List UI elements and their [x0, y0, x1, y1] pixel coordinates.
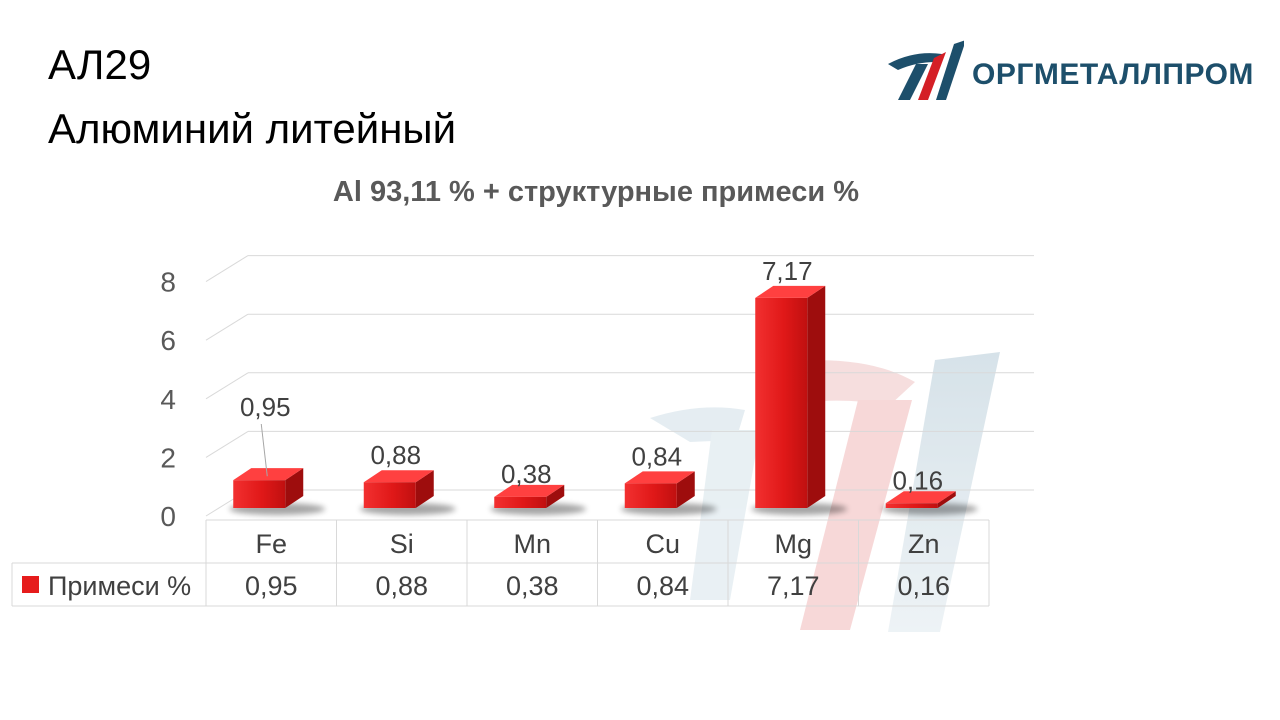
x-tick-label: Mg	[774, 529, 812, 559]
y-tick-label: 2	[160, 442, 176, 473]
table-cell-value: 0,95	[245, 571, 298, 601]
gridline-diagonal	[205, 372, 249, 400]
bar-cu	[624, 471, 695, 508]
table-cell-value: 7,17	[767, 571, 820, 601]
x-tick-label: Mn	[513, 529, 551, 559]
bar-front	[363, 482, 416, 508]
table-cell-value: 0,38	[506, 571, 559, 601]
bar-side	[676, 471, 695, 508]
data-label: 0,38	[501, 459, 552, 489]
data-label: 0,84	[631, 441, 682, 471]
bar-mg	[755, 285, 826, 508]
bar-fe	[233, 468, 304, 508]
bar-top	[494, 484, 565, 497]
x-tick-label: Cu	[645, 529, 680, 559]
data-labels: 0,95 0,88 0,38 0,84 7,17 0,16	[240, 256, 943, 495]
bar-front	[494, 496, 547, 508]
data-label: 0,95	[240, 392, 291, 422]
bar-side	[415, 470, 434, 508]
x-tick-label: Si	[390, 529, 414, 559]
y-tick-label: 4	[160, 384, 176, 415]
legend-series-name: Примеси %	[48, 571, 191, 601]
bar-front	[755, 297, 808, 508]
bar-top	[624, 471, 695, 484]
page-title: АЛ29	[48, 41, 152, 88]
bar-top	[885, 491, 956, 504]
bar-front	[233, 480, 286, 508]
bars	[233, 285, 956, 508]
leader-line	[260, 423, 268, 477]
company-logo: ОРГМЕТАЛЛПРОМ	[884, 40, 1253, 116]
bar-front	[624, 483, 677, 508]
data-label: 7,17	[762, 256, 813, 286]
bar-side	[937, 491, 956, 508]
bar-front	[885, 503, 938, 508]
table-cell-value: 0,16	[897, 571, 950, 601]
x-tick-label: Zn	[908, 529, 940, 559]
bar-mn	[494, 484, 565, 508]
bar-zn	[885, 491, 956, 508]
y-tick-label: 6	[160, 325, 176, 356]
bar-top	[233, 468, 304, 481]
table-cell-value: 0,88	[375, 571, 428, 601]
data-label: 0,88	[370, 440, 421, 470]
logo-text: ОРГМЕТАЛЛПРОМ	[972, 58, 1254, 91]
data-table: Fe 0,95 Si 0,88 Mn 0,38 Cu 0,84 Mg 7,17 Zn 0,16 Прим…	[11, 519, 990, 607]
gridline-diagonal	[205, 430, 249, 458]
y-tick-label: 8	[160, 267, 176, 298]
legend-swatch	[22, 576, 39, 593]
chart-title: Al 93,11 % + структурные примеси %	[332, 176, 860, 208]
gridline-diagonal	[205, 255, 249, 283]
bar-top	[755, 285, 826, 298]
y-tick-label: 0	[160, 501, 176, 532]
data-label: 0,16	[892, 465, 943, 495]
bar-side	[285, 468, 304, 508]
x-tick-label: Fe	[255, 529, 287, 559]
bar-si	[363, 470, 434, 508]
y-axis: 0 2 4 6 8	[160, 267, 176, 532]
bar-top	[363, 470, 434, 483]
bar-side	[807, 285, 826, 508]
bar-side	[546, 484, 565, 508]
gridline-diagonal	[205, 313, 249, 341]
page-subtitle: Алюминий литейный	[48, 105, 457, 152]
logo-mark-icon	[888, 40, 966, 100]
table-cell-value: 0,84	[636, 571, 689, 601]
